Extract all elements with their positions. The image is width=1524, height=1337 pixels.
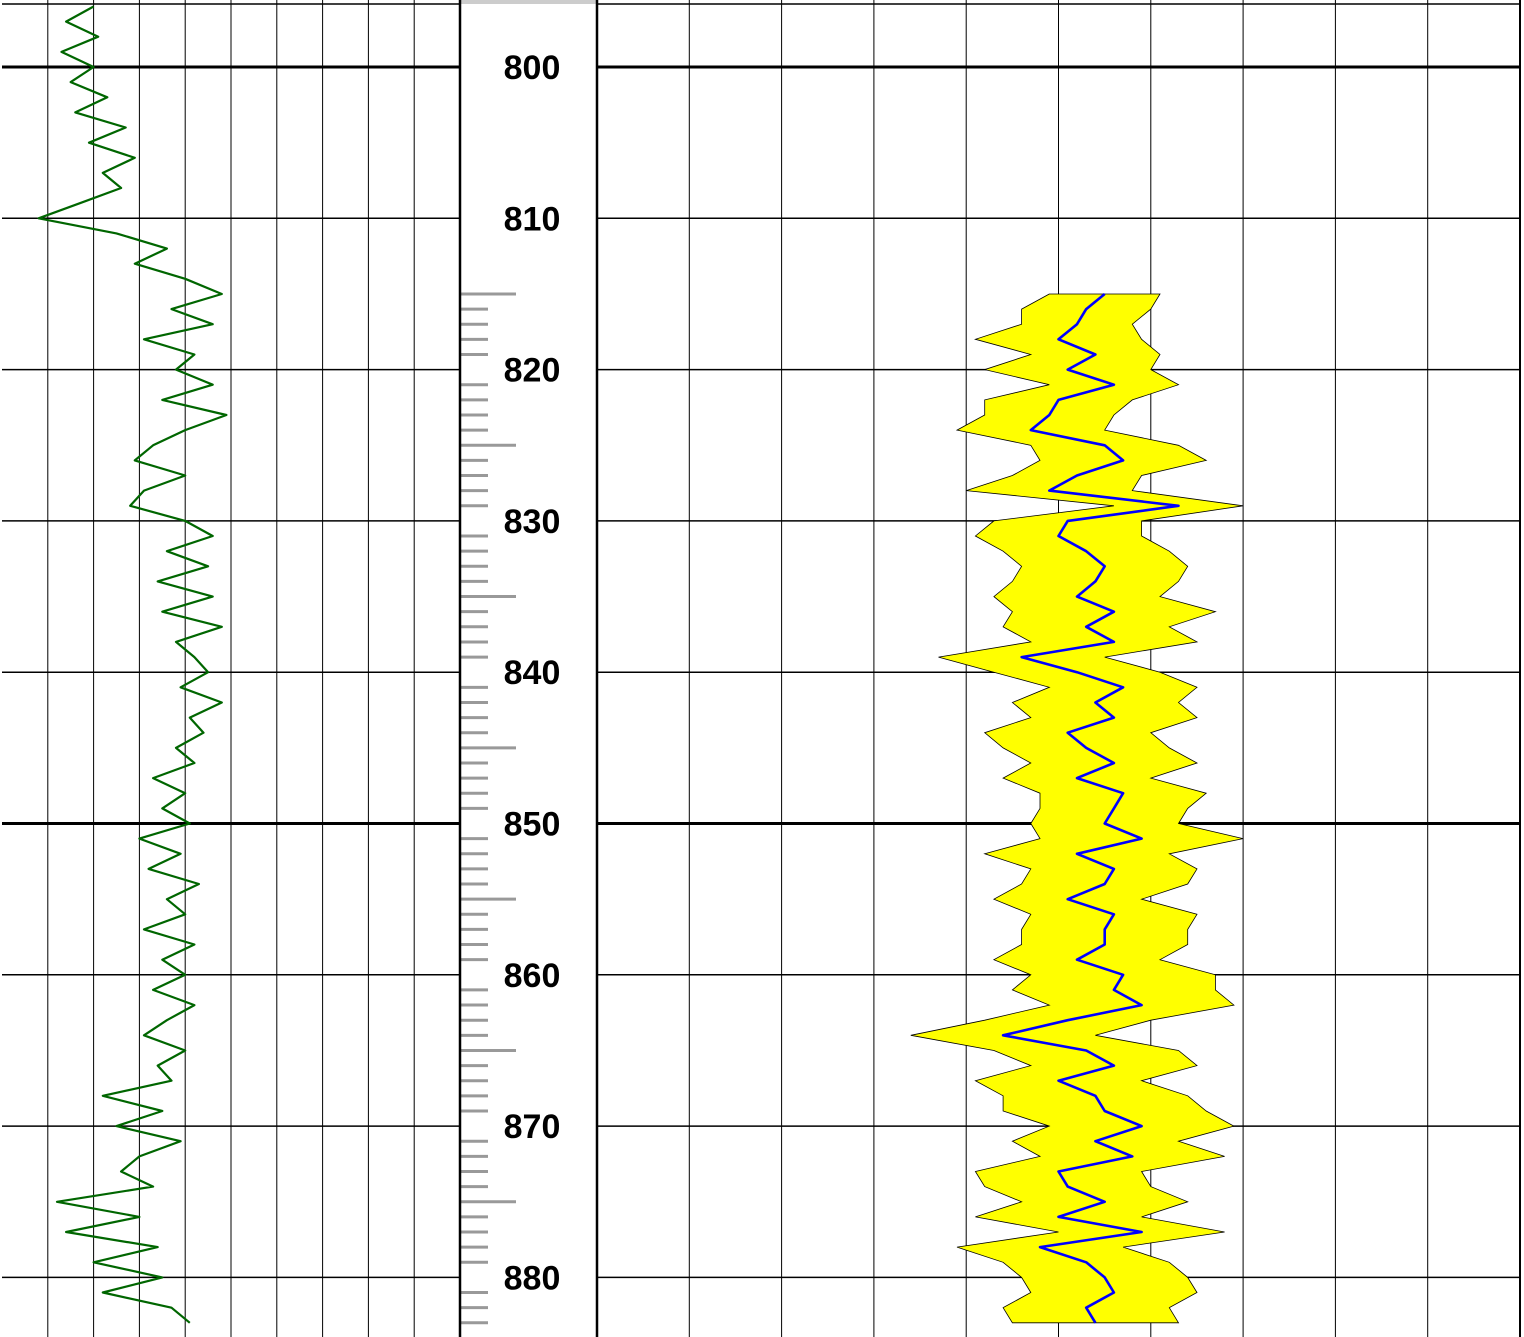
track-borders [458,0,1521,1337]
depth-header-strip [460,0,597,4]
depth-label-830: 830 [504,503,561,541]
right-track-curves [910,292,1244,1324]
depth-track: 800 810 820 830 840 850 860 870 880 [460,0,597,1325]
depth-label-880: 880 [504,1259,561,1297]
depth-label-870: 870 [504,1108,561,1146]
depth-label-810: 810 [504,200,561,238]
depth-label-860: 860 [504,957,561,995]
depth-label-850: 850 [504,806,561,844]
left-curve-series-0 [37,5,228,1324]
left-track-curves [37,5,228,1324]
right-curve-series-0 [1001,292,1180,1324]
right-curve-band-0 [910,293,1244,1324]
left-track-grid [2,0,460,1337]
depth-label-840: 840 [504,654,561,692]
depth-label-800: 800 [504,49,561,87]
depth-label-820: 820 [504,352,561,390]
